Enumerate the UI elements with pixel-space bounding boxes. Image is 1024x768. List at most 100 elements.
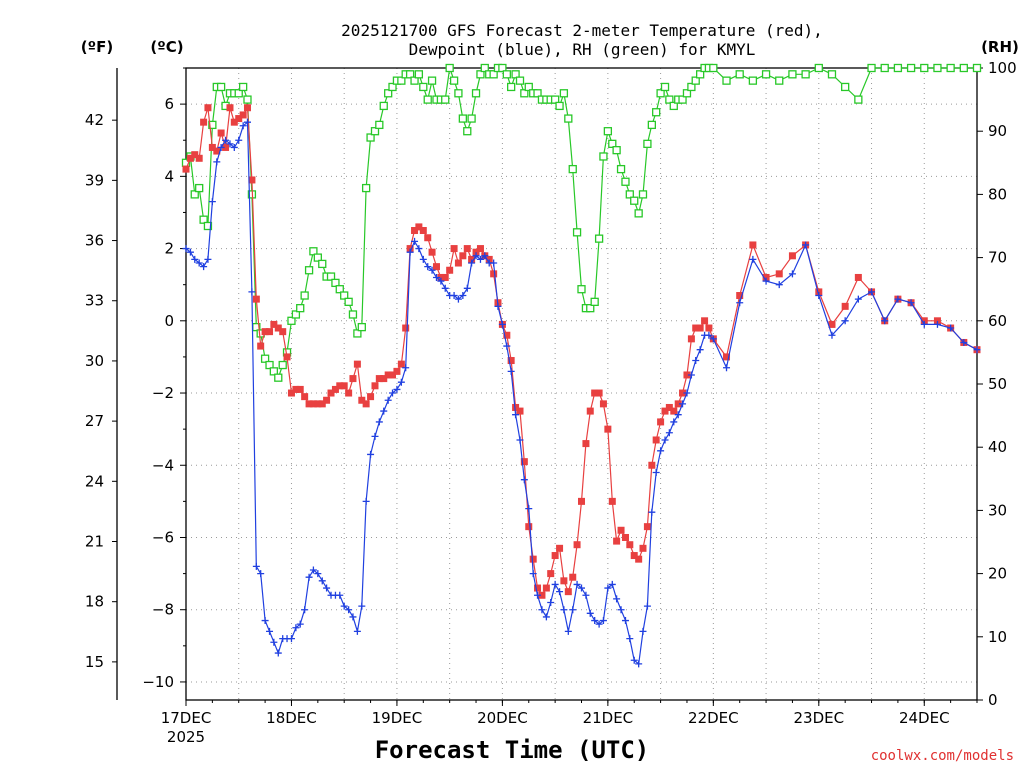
dewpoint-point [973,346,981,354]
dewpoint-point [402,364,410,372]
dewpoint-point [657,447,665,455]
rh-point [274,373,283,382]
dewpoint-point [894,295,902,303]
rh-tick-label: 100 [988,59,1017,77]
dewpoint-point [208,198,216,206]
rh-tick-label: 40 [988,438,1007,456]
rh-point [489,70,498,79]
x-tick-label: 20DEC [477,709,528,727]
fahrenheit-tick-label: 39 [85,171,104,189]
temperature-point [520,458,528,466]
celsius-tick-label: −10 [142,673,174,691]
dewpoint-point [525,505,533,513]
dewpoint-point [674,411,682,419]
rh-point [353,329,362,338]
dewpoint-point [243,118,251,126]
temperature-point [788,252,796,260]
dewpoint-point [200,263,208,271]
rh-point [625,190,634,199]
dewpoint-point [591,617,599,625]
dewpoint-point [534,591,542,599]
x-tick-label: 24DEC [899,709,950,727]
dewpoint-point [529,570,537,578]
source-credit: coolwx.com/models [871,748,1014,764]
celsius-tick-label: 2 [164,240,174,258]
series-layer [181,63,982,668]
dewpoint-point [516,436,524,444]
temperature-point [195,154,203,162]
temperature-point [292,385,300,393]
x-tick-label: 19DEC [372,709,423,727]
x-axis-title: Forecast Time (UTC) [375,736,650,764]
fahrenheit-tick-label: 36 [85,232,104,250]
temperature-point [648,461,656,469]
temperature-point [323,396,331,404]
gridlines [186,68,977,700]
temperature-point [586,407,594,415]
temperature-point [375,375,383,383]
dewpoint-point [411,237,419,245]
temperature-point [287,389,295,397]
rh-point [335,285,344,294]
dewpoint-point [749,255,757,263]
rh-point [384,89,393,98]
dewpoint-point [287,635,295,643]
rh-tick-label: 60 [988,312,1007,330]
rh-point [239,82,248,92]
temperature-point [266,328,274,336]
rh-point [775,76,784,85]
dewpoint-point [498,320,506,328]
rh-point [656,89,665,98]
temperature-point [525,523,533,531]
dewpoint-point [881,317,889,325]
rh-point [533,89,542,98]
x-tick-label: 22DEC [688,709,739,727]
dewpoint-point [217,143,225,151]
temperature-point [595,389,603,397]
dewpoint-point [182,245,190,253]
temperature-point [665,403,673,411]
x-tick-label: 23DEC [794,709,845,727]
dewpoint-point [665,429,673,437]
temperature-point [314,400,322,408]
dewpoint-point [340,602,348,610]
temperature-point [358,396,366,404]
temperature-point [222,143,230,151]
dewpoint-point [604,584,612,592]
temperature-point [397,360,405,368]
series-dewpoint [182,118,981,668]
x-tick-label: 17DEC [161,709,212,727]
temperature-point [692,324,700,332]
dewpoint-point [191,255,199,263]
temperature-point [305,400,313,408]
temperature-point [683,371,691,379]
dewpoint-point [547,598,555,606]
celsius-tick-label: −8 [152,601,174,619]
fahrenheit-tick-label: 18 [85,593,104,611]
dewpoint-point [683,389,691,397]
dewpoint-point [696,346,704,354]
dewpoint-point [292,624,300,632]
rh-point [410,76,419,85]
dewpoint-point [367,450,375,458]
rh-point [590,297,599,306]
rh-point [550,95,560,104]
temperature-point [424,234,432,242]
rh-point [972,63,982,73]
rh-point [906,63,916,73]
dewpoint-point [736,299,744,307]
rh-point [959,63,968,73]
rh-point [520,89,529,98]
celsius-axis-label: (ºC) [150,38,183,56]
dewpoint-point [301,606,309,614]
dewpoint-point [441,284,449,292]
rh-tick-label: 0 [988,691,998,709]
fahrenheit-tick-label: 42 [85,111,104,129]
rh-point [643,139,652,148]
celsius-tick-label: 0 [164,312,174,330]
rh-point [203,221,213,231]
temperature-point [446,266,454,274]
temperature-point [828,320,836,328]
dewpoint-point [204,255,212,263]
temperature-point [270,320,278,328]
